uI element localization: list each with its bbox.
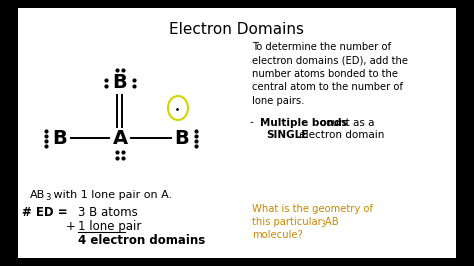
- Text: number atoms bonded to the: number atoms bonded to the: [252, 69, 398, 79]
- Text: B: B: [53, 128, 67, 148]
- Text: with 1 lone pair on A.: with 1 lone pair on A.: [50, 190, 172, 200]
- Text: central atom to the number of: central atom to the number of: [252, 82, 403, 93]
- Text: molecule?: molecule?: [252, 230, 303, 240]
- Text: lone pairs.: lone pairs.: [252, 96, 304, 106]
- Text: count as a: count as a: [317, 118, 374, 127]
- Text: electron domain: electron domain: [296, 131, 384, 140]
- Text: 3: 3: [320, 220, 325, 229]
- Text: +: +: [66, 220, 76, 233]
- Text: A: A: [112, 128, 128, 148]
- Text: Multiple bonds: Multiple bonds: [260, 118, 347, 127]
- Text: 3: 3: [45, 193, 50, 202]
- Text: electron domains (ED), add the: electron domains (ED), add the: [252, 56, 408, 65]
- Text: Electron Domains: Electron Domains: [170, 22, 304, 37]
- Text: -: -: [250, 118, 254, 127]
- Text: 1 lone pair: 1 lone pair: [78, 220, 141, 233]
- Text: this particular AB: this particular AB: [252, 217, 338, 227]
- Text: B: B: [113, 73, 128, 93]
- Text: AB: AB: [30, 190, 45, 200]
- Text: 3 B atoms: 3 B atoms: [78, 206, 138, 219]
- Text: What is the geometry of: What is the geometry of: [252, 204, 373, 214]
- Text: To determine the number of: To determine the number of: [252, 42, 391, 52]
- Text: # ED =: # ED =: [22, 206, 68, 219]
- Text: B: B: [174, 128, 190, 148]
- Text: SINGLE: SINGLE: [266, 131, 309, 140]
- Text: 4 electron domains: 4 electron domains: [78, 234, 205, 247]
